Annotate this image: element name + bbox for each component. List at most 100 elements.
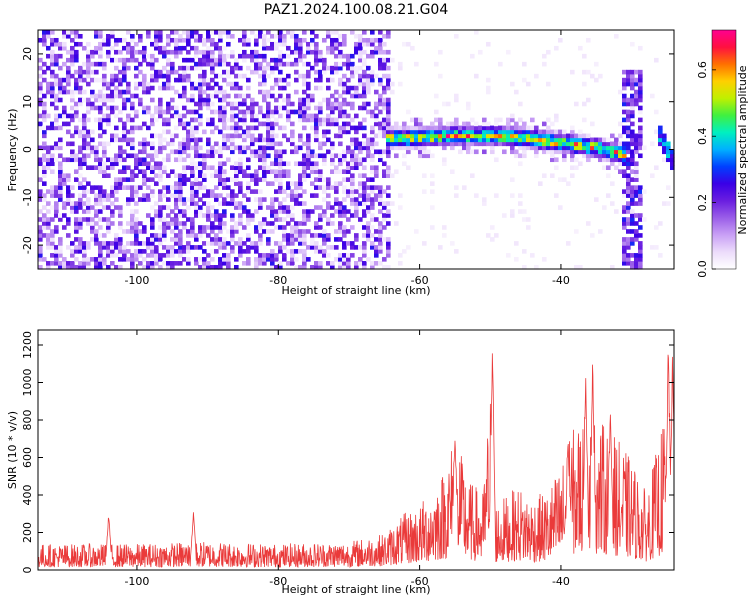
heat-cell [334, 89, 339, 95]
heat-cell [326, 33, 331, 39]
heat-cell [58, 185, 63, 190]
heat-cell [198, 37, 203, 43]
heat-cell [198, 33, 203, 39]
heat-cell [186, 233, 191, 238]
heat-cell [190, 145, 195, 151]
heat-cell [222, 185, 227, 190]
heat-cell [326, 121, 331, 127]
heat-cell [258, 225, 263, 230]
heat-cell [454, 133, 459, 139]
heat-cell [598, 137, 603, 143]
heat-cell [114, 65, 119, 71]
heat-cell [378, 81, 383, 87]
heat-cell [166, 37, 171, 43]
y-tick-label: -20 [21, 236, 34, 254]
heat-cell [534, 265, 539, 270]
heat-cell [622, 81, 627, 87]
heat-cell [526, 141, 531, 147]
heat-cell [482, 125, 487, 131]
heat-cell [626, 209, 631, 214]
heat-cell [210, 213, 215, 218]
heat-cell [342, 113, 347, 119]
heat-cell [410, 133, 415, 139]
heat-cell [210, 249, 215, 254]
heat-cell [338, 181, 343, 186]
heat-cell [306, 213, 311, 218]
heat-cell [590, 73, 595, 79]
heat-cell [158, 133, 163, 139]
heat-cell [66, 265, 71, 270]
heat-cell [578, 265, 583, 270]
heat-cell [314, 85, 319, 91]
heat-cell [302, 97, 307, 103]
heat-cell [110, 45, 115, 51]
heat-cell [442, 161, 447, 167]
heat-cell [226, 185, 231, 190]
heat-cell [558, 205, 563, 210]
heat-cell [194, 177, 199, 182]
heat-cell [334, 189, 339, 194]
heat-cell [446, 125, 451, 131]
heat-cell [290, 249, 295, 254]
heat-cell [234, 81, 239, 87]
heat-cell [58, 173, 63, 178]
heat-cell [218, 105, 223, 111]
heat-cell [622, 193, 627, 198]
heat-cell [78, 161, 83, 167]
heat-cell [102, 197, 107, 202]
heat-cell [82, 257, 87, 262]
heat-cell [54, 225, 59, 230]
heat-cell [514, 257, 519, 262]
heat-cell [386, 57, 391, 63]
heat-cell [310, 65, 315, 71]
heat-cell [638, 245, 643, 250]
heat-cell [314, 193, 319, 198]
heat-cell [230, 117, 235, 123]
heat-cell [338, 129, 343, 135]
heat-cell [158, 113, 163, 119]
heat-cell [142, 229, 147, 234]
heat-cell [106, 113, 111, 119]
heat-cell [74, 77, 79, 83]
heat-cell [510, 133, 515, 139]
heat-cell [386, 97, 391, 103]
heat-cell [598, 149, 603, 155]
heat-cell [402, 121, 407, 127]
heat-cell [302, 257, 307, 262]
heat-cell [374, 169, 379, 174]
heat-cell [238, 181, 243, 186]
heat-cell [250, 189, 255, 194]
heat-cell [394, 137, 399, 143]
heat-cell [346, 65, 351, 71]
heat-cell [130, 261, 135, 266]
heat-cell [386, 117, 391, 123]
heat-cell [182, 165, 187, 171]
heat-cell [570, 69, 575, 75]
heat-cell [162, 261, 167, 266]
heat-cell [82, 45, 87, 51]
heat-cell [170, 49, 175, 55]
heat-cell [542, 173, 547, 178]
heat-cell [370, 165, 375, 171]
heat-cell [94, 193, 99, 198]
heat-cell [66, 157, 71, 163]
heat-cell [182, 169, 187, 174]
heat-cell [198, 265, 203, 270]
heat-cell [186, 73, 191, 79]
heat-cell [86, 53, 91, 59]
heat-cell [626, 113, 631, 119]
heat-cell [382, 49, 387, 55]
heat-cell [266, 153, 271, 159]
heat-cell [634, 177, 639, 182]
heat-cell [50, 253, 55, 258]
heat-cell [386, 253, 391, 258]
heat-cell [70, 45, 75, 51]
heat-cell [78, 181, 83, 186]
heat-cell [662, 145, 667, 151]
heat-cell [150, 57, 155, 63]
heat-cell [518, 101, 523, 107]
heat-cell [322, 65, 327, 71]
heat-cell [162, 245, 167, 250]
heat-cell [362, 141, 367, 147]
heat-cell [270, 57, 275, 63]
